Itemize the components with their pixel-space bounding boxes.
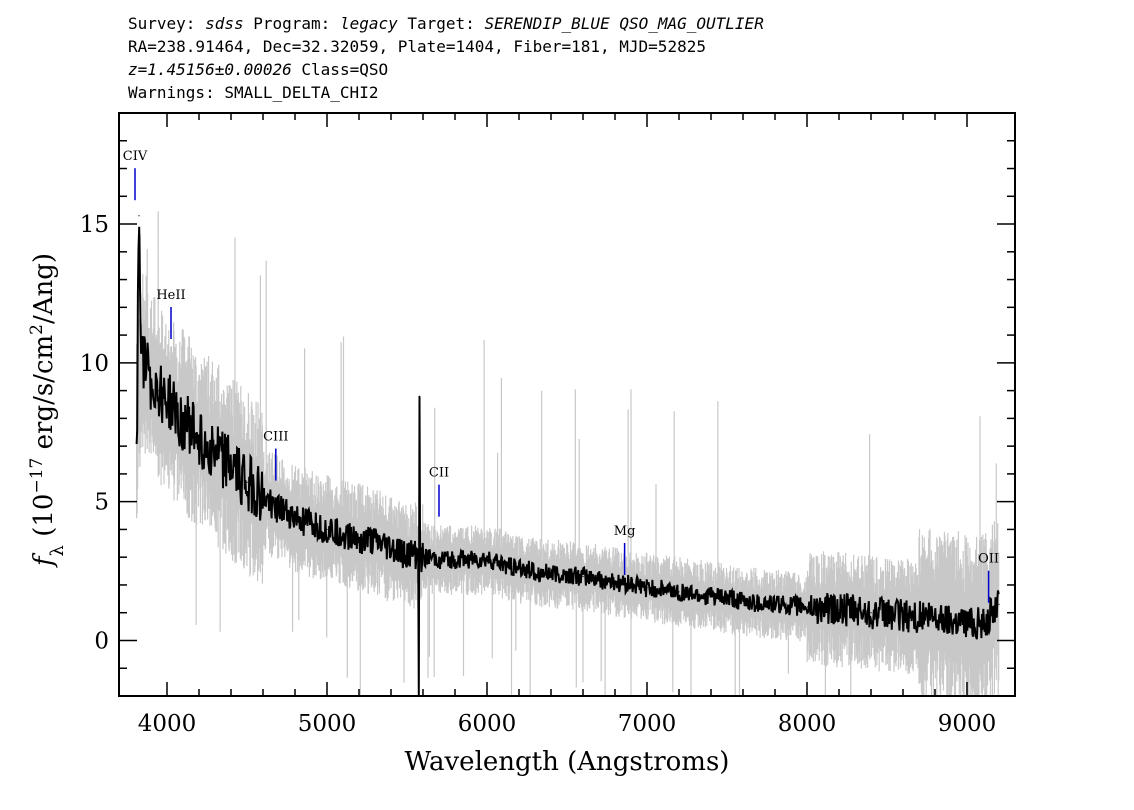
y-tick-label: 5 <box>94 490 109 516</box>
flux-point <box>550 573 552 575</box>
flux-point <box>614 581 616 583</box>
header-redshift-line: z=1.45156±0.00026 Class=QSO <box>128 58 764 81</box>
flux-point <box>486 559 488 561</box>
flux-point <box>150 381 152 383</box>
plot-frame <box>118 112 1016 697</box>
flux-point <box>406 553 408 556</box>
flux-point <box>310 523 312 525</box>
header-survey-line: Survey: sdss Program: legacy Target: SER… <box>128 12 764 35</box>
header-coords: RA=238.91464, Dec=32.32059, Plate=1404, … <box>128 37 706 56</box>
x-axis-label: Wavelength (Angstroms) <box>405 747 730 777</box>
flux-point <box>806 606 808 608</box>
emission-lines: CIV HeII CIII CII Mg OII <box>123 149 999 603</box>
flux-point <box>166 401 168 403</box>
redshift-value: z=1.45156±0.00026 <box>128 60 292 79</box>
y-tick-label: 0 <box>94 628 109 654</box>
line-label-civ: CIV <box>123 149 148 164</box>
line-label-mg: Mg <box>614 524 636 539</box>
x-tick-label: 9000 <box>938 711 997 737</box>
flux-point <box>902 614 904 617</box>
flux-point <box>998 603 1000 605</box>
x-tick-label: 4000 <box>138 711 197 737</box>
spectrum-header: Survey: sdss Program: legacy Target: SER… <box>128 12 764 104</box>
line-label-ciii: CIII <box>263 430 288 445</box>
target-label: Target: <box>407 14 475 33</box>
flux-point <box>142 356 144 358</box>
flux-point <box>454 559 456 561</box>
flux-point <box>678 591 680 593</box>
flux-point <box>390 548 392 550</box>
flux-point <box>710 595 712 597</box>
flux-point <box>326 528 328 531</box>
y-label-lambda: λ <box>47 545 68 556</box>
y-label-exponent2: 2 <box>27 324 47 335</box>
flux-point <box>582 576 584 578</box>
flux-point <box>742 601 744 603</box>
x-tick-label: 8000 <box>778 711 837 737</box>
y-label-units: erg/s/cm <box>29 335 59 458</box>
y-tick-label: 10 <box>80 351 109 377</box>
flux-point <box>934 617 936 619</box>
flux-point <box>422 556 424 558</box>
flux-point <box>294 517 296 519</box>
line-label-heii: HeII <box>156 288 185 303</box>
flux-point <box>136 431 138 433</box>
y-label-scale: (10 <box>29 494 59 546</box>
program-value: legacy <box>339 14 398 33</box>
x-tick-label: 5000 <box>298 711 357 737</box>
flux-point <box>966 620 968 622</box>
flux-point <box>246 481 248 483</box>
flux-point <box>158 390 160 392</box>
y-tick-label: 15 <box>80 212 109 238</box>
flux-point <box>262 498 264 500</box>
flux-point <box>418 395 420 397</box>
flux-point <box>198 437 200 439</box>
flux-point <box>518 567 520 569</box>
flux-point <box>230 467 232 469</box>
x-tick-label: 6000 <box>458 711 517 737</box>
flux-point <box>438 559 440 561</box>
line-label-oii: OII <box>978 552 999 567</box>
flux-series <box>135 215 1000 697</box>
class-value: Class=QSO <box>301 60 389 79</box>
program-label: Program: <box>253 14 331 33</box>
flux-line <box>135 226 1000 697</box>
axis-ticks: 4000 5000 6000 7000 8000 9000 0 5 10 15 <box>80 113 1015 737</box>
target-value: SERENDIP_BLUE QSO_MAG_OUTLIER <box>484 14 764 33</box>
flux-point <box>358 537 360 539</box>
flux-point <box>838 609 840 611</box>
line-label-cii: CII <box>429 466 449 481</box>
y-axis-label: fλ (10−17 erg/s/cm2/Ang) <box>27 253 68 568</box>
survey-value: sdss <box>205 14 244 33</box>
flux-point <box>982 623 984 625</box>
flux-point <box>214 451 216 453</box>
header-warnings: Warnings: SMALL_DELTA_CHI2 <box>128 83 379 102</box>
survey-label: Survey: <box>128 14 196 33</box>
flux-point <box>138 215 140 217</box>
flux-point <box>646 587 648 589</box>
flux-point <box>182 420 184 422</box>
y-label-end: /Ang) <box>29 253 59 324</box>
flux-point <box>870 612 872 614</box>
y-label-exponent: −17 <box>27 458 47 494</box>
x-tick-label: 7000 <box>618 711 677 737</box>
flux-point <box>278 509 280 511</box>
flux-point <box>774 603 776 605</box>
